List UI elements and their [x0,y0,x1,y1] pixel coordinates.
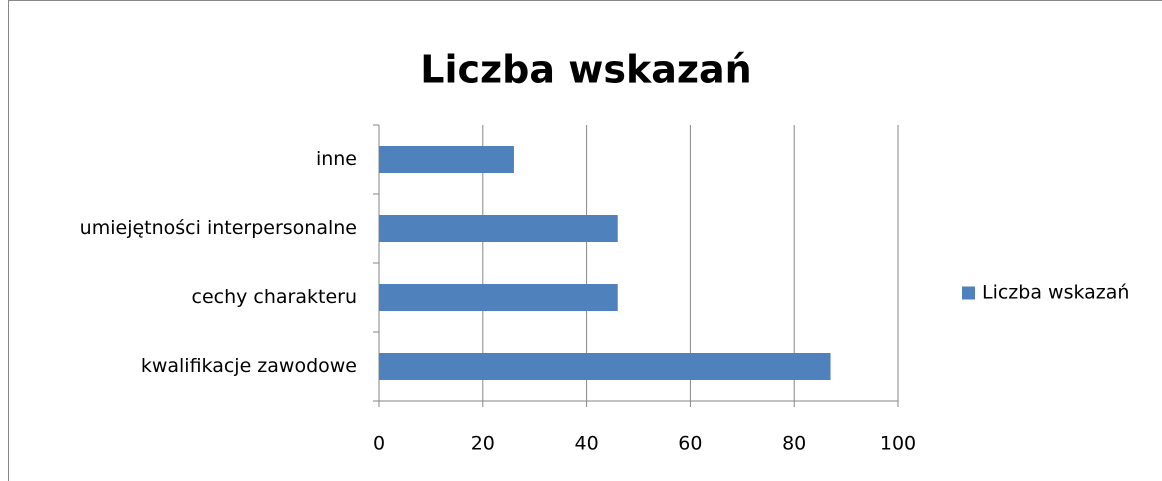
y-tick-label: umiejętności interpersonalne [80,217,357,239]
bar [379,353,831,380]
x-tick-label: 80 [782,433,806,455]
y-tick-label: kwalifikacje zawodowe [141,355,357,377]
y-tick-label: cechy charakteru [192,286,358,308]
bar [379,284,618,311]
x-tick-label: 20 [471,433,495,455]
x-tick-label: 100 [880,433,916,455]
bar [379,215,618,242]
y-tick-label: inne [316,148,357,170]
x-tick-label: 60 [678,433,702,455]
x-tick-label: 40 [575,433,599,455]
bar [379,146,514,173]
legend-swatch [962,286,975,300]
x-tick-label: 0 [373,433,385,455]
chart-title: Liczba wskazań [420,48,751,92]
legend-label: Liczba wskazań [982,282,1129,304]
